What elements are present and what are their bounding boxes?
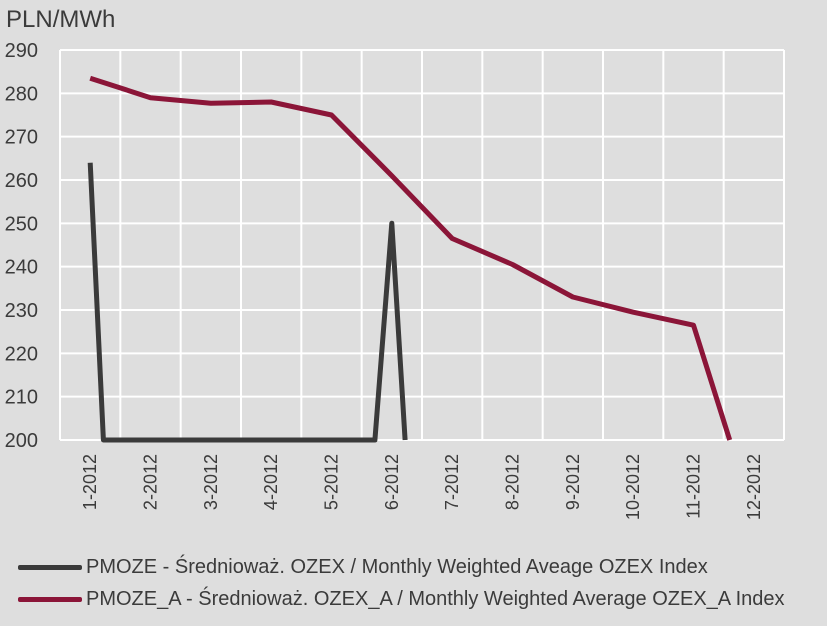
legend-swatch-pmoze-a	[18, 596, 82, 602]
y-tick-label: 200	[5, 430, 38, 452]
y-tick-label: 230	[5, 300, 38, 322]
y-tick-label: 260	[5, 170, 38, 192]
legend-item-pmoze-a: PMOZE_A - Średnioważ. OZEX_A / Monthly W…	[18, 584, 818, 614]
y-tick-label: 290	[5, 40, 38, 62]
y-tick-label: 210	[5, 387, 38, 409]
y-tick-label: 220	[5, 343, 38, 365]
x-tick-label: 6-2012	[382, 454, 402, 510]
x-tick-label: 4-2012	[261, 454, 281, 510]
legend-item-pmoze: PMOZE - Średnioważ. OZEX / Monthly Weigh…	[18, 552, 818, 582]
x-tick-label: 10-2012	[623, 454, 643, 520]
x-tick-label: 2-2012	[141, 454, 161, 510]
series-line-pmoze	[87, 162, 408, 443]
legend-swatch-pmoze	[18, 564, 82, 570]
x-tick-label: 5-2012	[322, 454, 342, 510]
y-axis-unit-label: PLN/MWh	[6, 6, 116, 33]
series-line-pmoze-a	[89, 75, 733, 441]
x-tick-label: 9-2012	[563, 454, 583, 510]
x-tick-label: 8-2012	[503, 454, 523, 510]
legend-label-pmoze-a: PMOZE_A - Średnioważ. OZEX_A / Monthly W…	[86, 587, 785, 610]
y-tick-label: 240	[5, 257, 38, 279]
y-tick-label: 270	[5, 127, 38, 149]
x-tick-label: 12-2012	[744, 454, 764, 520]
y-tick-label: 250	[5, 213, 38, 235]
y-tick-label: 280	[5, 83, 38, 105]
x-tick-label: 3-2012	[201, 454, 221, 510]
x-tick-label: 11-2012	[684, 454, 704, 519]
x-tick-label: 7-2012	[442, 454, 462, 510]
x-tick-label: 1-2012	[80, 454, 100, 510]
legend-label-pmoze: PMOZE - Średnioważ. OZEX / Monthly Weigh…	[86, 555, 708, 578]
